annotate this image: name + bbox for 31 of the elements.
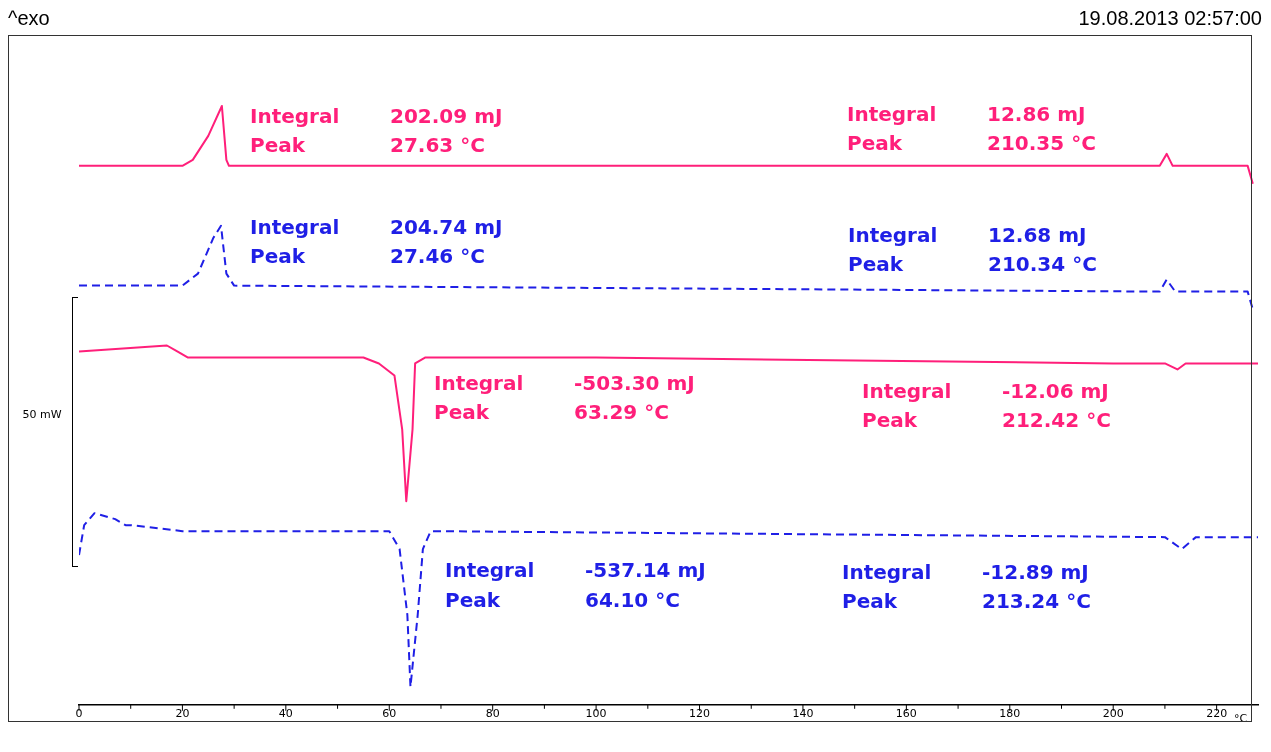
x-tick-label: 140 xyxy=(792,707,814,721)
x-tick-label: 200 xyxy=(1102,707,1124,721)
text: Integral -12.06 mJ xyxy=(862,379,1109,403)
text: Peak 27.46 °C xyxy=(250,244,485,268)
text: Integral -12.89 mJ xyxy=(842,560,1089,584)
text: Peak 210.34 °C xyxy=(848,252,1097,276)
text: Integral -537.14 mJ xyxy=(445,558,706,582)
x-tick-label: 220 xyxy=(1206,707,1228,721)
x-tick-label: 40 xyxy=(278,707,293,721)
text: Integral 12.68 mJ xyxy=(848,223,1087,247)
text: Integral 202.09 mJ xyxy=(250,104,503,128)
text: Peak 212.42 °C xyxy=(862,408,1111,432)
x-tick-label: 160 xyxy=(895,707,917,721)
text: Peak 213.24 °C xyxy=(842,589,1091,613)
text: 50 mW xyxy=(22,408,62,421)
text: 19.08.2013 02:57:00 xyxy=(1078,7,1262,29)
text: Integral 12.86 mJ xyxy=(847,102,1086,126)
text: Integral 204.74 mJ xyxy=(250,215,503,239)
text: Integral -503.30 mJ xyxy=(434,371,695,395)
x-tick-label: 60 xyxy=(382,707,397,721)
x-tick-label: 100 xyxy=(585,707,607,721)
text: Peak 64.10 °C xyxy=(445,588,680,612)
x-tick-label: 0 xyxy=(75,707,83,721)
x-tick-label: 80 xyxy=(485,707,500,721)
text: Peak 63.29 °C xyxy=(434,400,669,424)
text: Peak 210.35 °C xyxy=(847,131,1096,155)
x-tick-label: 120 xyxy=(689,707,711,721)
text: Peak 27.63 °C xyxy=(250,133,485,157)
x-tick-label: 180 xyxy=(999,707,1021,721)
x-tick-label: 20 xyxy=(175,707,190,721)
text: ^exo xyxy=(8,7,50,29)
